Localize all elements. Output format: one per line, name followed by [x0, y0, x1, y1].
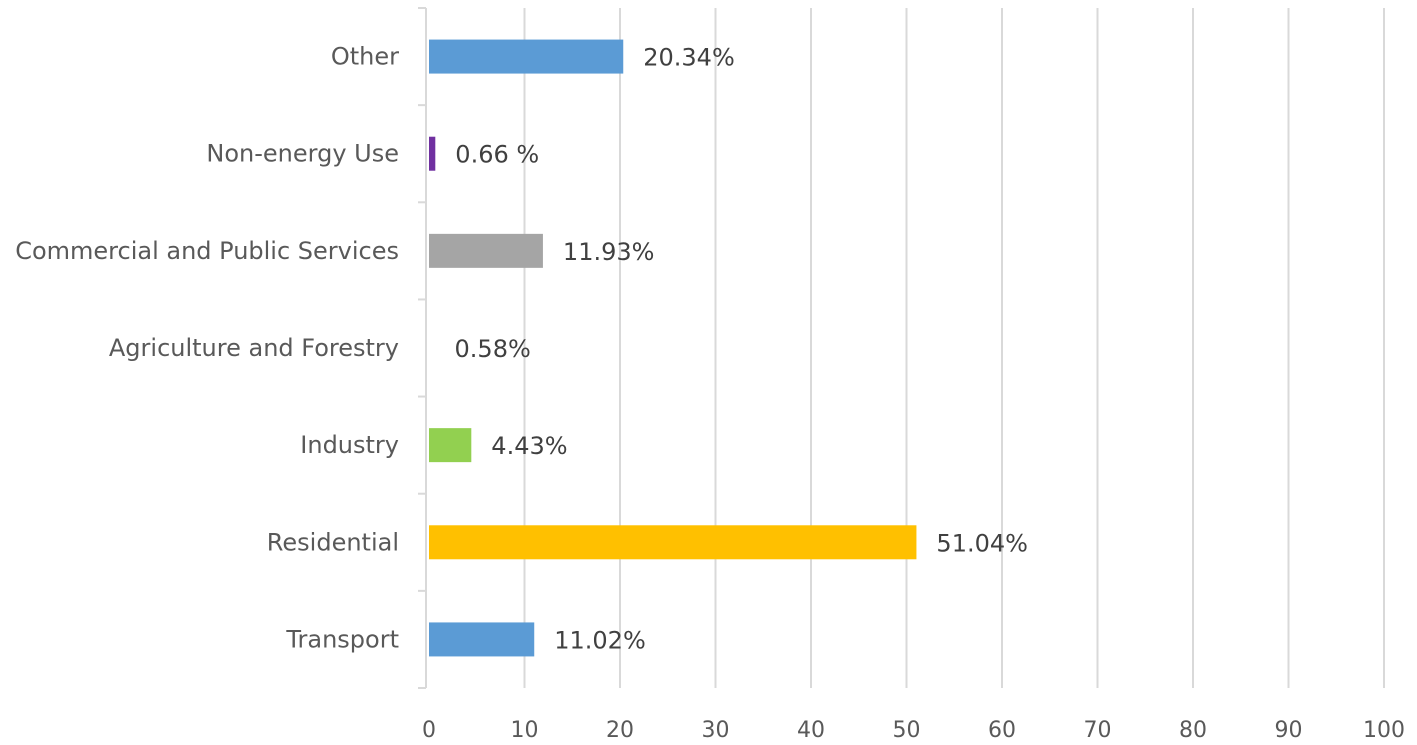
value-label: 0.58% — [455, 335, 531, 363]
x-tick-label: 80 — [1179, 718, 1207, 743]
value-label: 51.04% — [936, 529, 1028, 557]
bar-transport — [429, 622, 535, 657]
labels: 0 10 20 30 40 50 60 70 80 90 100 Transport 11.02% Res… — [15, 43, 1405, 743]
category-label: Residential — [267, 528, 399, 556]
x-tick-label: 50 — [893, 718, 921, 743]
bar-non-energy-use — [429, 136, 436, 171]
x-tick-label: 10 — [511, 718, 539, 743]
category-label: Industry — [300, 431, 399, 459]
x-tick-label: 90 — [1275, 718, 1303, 743]
category-label: Transport — [285, 625, 399, 653]
x-tick-label: 100 — [1363, 718, 1405, 743]
x-tick-label: 30 — [702, 718, 730, 743]
y-axis — [418, 7, 427, 689]
value-label: 20.34% — [643, 44, 735, 72]
value-label: 11.93% — [563, 238, 655, 266]
x-tick-label: 70 — [1084, 718, 1112, 743]
bar-agriculture-and-forestry — [429, 331, 435, 365]
bar-residential — [429, 525, 917, 560]
bar-other — [429, 39, 624, 74]
category-label: Other — [331, 43, 399, 71]
x-tick-label: 40 — [797, 718, 825, 743]
value-label: 0.66 % — [455, 141, 539, 169]
bars — [429, 39, 917, 657]
category-label: Agriculture and Forestry — [109, 334, 399, 362]
bar-industry — [429, 428, 472, 463]
category-label: Non-energy Use — [206, 140, 399, 168]
x-tick-label: 60 — [988, 718, 1016, 743]
value-label: 4.43% — [491, 432, 567, 460]
bar-commercial-and-public-services — [429, 233, 543, 268]
x-tick-label: 0 — [422, 718, 436, 743]
value-label: 11.02% — [554, 626, 646, 654]
x-tick-label: 20 — [606, 718, 634, 743]
category-label: Commercial and Public Services — [15, 237, 399, 265]
gridlines — [523, 8, 1385, 688]
